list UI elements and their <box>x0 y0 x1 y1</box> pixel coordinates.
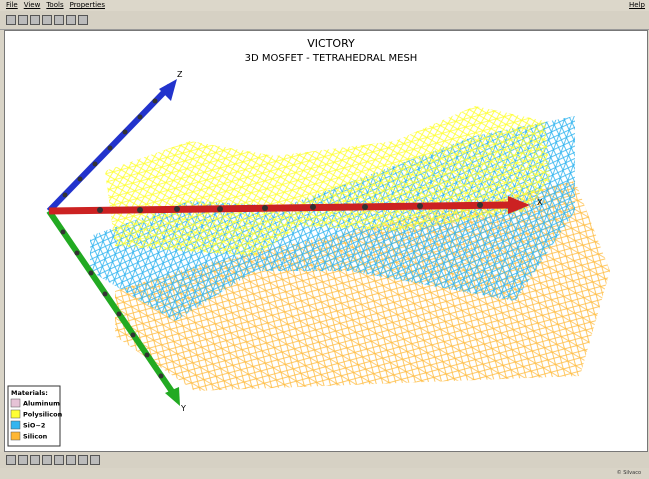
legend-swatch <box>11 421 20 429</box>
tool-button[interactable] <box>6 455 16 465</box>
legend-swatch <box>11 410 20 418</box>
tool-button[interactable] <box>42 455 52 465</box>
tool-button[interactable] <box>66 15 76 25</box>
tool-button[interactable] <box>66 455 76 465</box>
viewport: VICTORY 3D MOSFET - TETRAHEDRAL MESH X Y… <box>4 30 648 452</box>
scene-title: VICTORY <box>307 37 355 50</box>
menu-bar: File View Tools Properties Help <box>0 0 649 11</box>
tool-button[interactable] <box>18 15 28 25</box>
tool-button[interactable] <box>78 455 88 465</box>
legend-label: Aluminum <box>23 400 60 408</box>
menu-item[interactable]: Properties <box>70 0 105 11</box>
bottom-toolbar <box>0 452 649 468</box>
tool-button[interactable] <box>30 15 40 25</box>
scene-subtitle: 3D MOSFET - TETRAHEDRAL MESH <box>245 53 418 64</box>
toolbar <box>0 11 649 30</box>
tool-button[interactable] <box>6 15 16 25</box>
status-text: © Silvaco <box>617 470 641 476</box>
menu-item[interactable]: Tools <box>46 0 63 11</box>
legend: Materials: Aluminum Polysilicon SiO~2 Silic… <box>8 386 63 446</box>
menu-item[interactable]: File <box>6 0 18 11</box>
legend-label: Silicon <box>23 433 48 441</box>
legend-title: Materials: <box>11 389 48 397</box>
y-axis-label: Y <box>180 404 186 413</box>
tool-button[interactable] <box>18 455 28 465</box>
legend-label: Polysilicon <box>23 411 63 419</box>
z-axis-label: Z <box>177 70 183 79</box>
tool-button[interactable] <box>42 15 52 25</box>
legend-swatch <box>11 432 20 440</box>
scene: VICTORY 3D MOSFET - TETRAHEDRAL MESH X Y… <box>5 31 647 451</box>
app-window: File View Tools Properties Help <box>0 0 649 479</box>
tool-button[interactable] <box>54 455 64 465</box>
menu-item[interactable]: View <box>24 0 41 11</box>
menu-help[interactable]: Help <box>629 0 645 11</box>
tool-button[interactable] <box>78 15 88 25</box>
tool-button[interactable] <box>54 15 64 25</box>
legend-label: SiO~2 <box>23 422 45 430</box>
tool-button[interactable] <box>30 455 40 465</box>
x-axis-label: X <box>537 198 543 207</box>
legend-swatch <box>11 399 20 407</box>
tool-button[interactable] <box>90 455 100 465</box>
